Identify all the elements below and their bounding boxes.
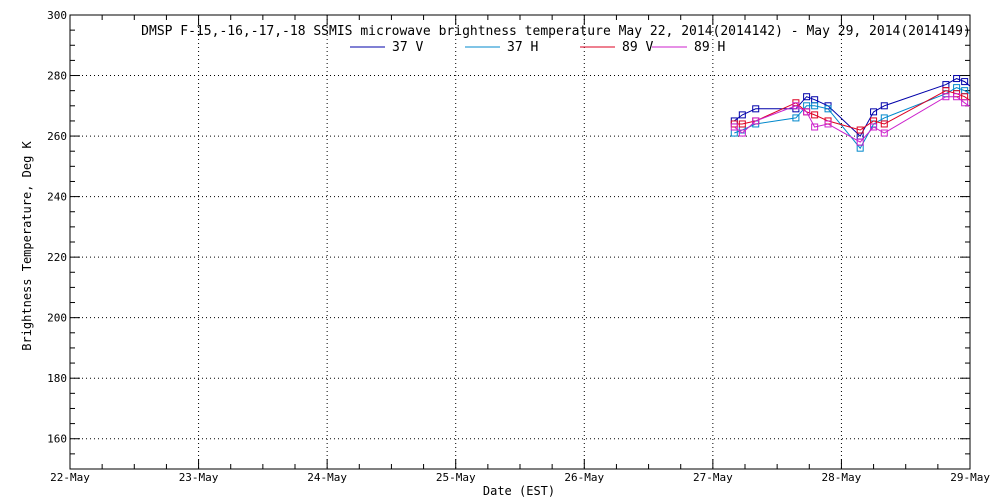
data-point — [803, 93, 811, 101]
data-point — [856, 126, 864, 134]
x-tick-label: 25-May — [436, 471, 476, 484]
plot-frame — [69, 14, 971, 470]
data-point — [870, 108, 878, 116]
data-point — [824, 120, 832, 128]
y-tick-label: 200 — [47, 312, 67, 325]
y-tick-label: 300 — [47, 9, 67, 22]
x-axis-label: Date (EST) — [483, 484, 555, 498]
data-point — [824, 105, 832, 113]
data-point — [730, 129, 738, 137]
data-point — [983, 115, 989, 121]
x-tick-label: 27-May — [693, 471, 733, 484]
legend: 37 V 37 H 89 V 89 H — [350, 40, 725, 55]
data-point — [738, 120, 746, 128]
legend-label: 37 V — [392, 40, 423, 55]
y-tick-label: 240 — [47, 191, 67, 204]
grid-lines — [70, 15, 970, 469]
y-tick-label: 280 — [47, 70, 67, 83]
data-point — [870, 123, 878, 131]
series-line — [733, 96, 970, 143]
data-point — [983, 109, 989, 115]
data-point — [792, 114, 800, 122]
data-point — [880, 129, 888, 137]
data-point — [803, 108, 811, 116]
data-point — [752, 105, 760, 113]
y-axis-label: Brightness Temperature, Deg K — [20, 140, 34, 350]
series-group — [730, 75, 989, 152]
axis-ticks: 160 180 200 220 240 260 280 300 22-May 23-May 24-M… — [47, 9, 990, 484]
data-point — [953, 93, 961, 101]
x-tick-label: 22-May — [50, 471, 90, 484]
data-point — [811, 111, 819, 119]
legend-label: 37 H — [507, 40, 538, 55]
y-tick-label: 160 — [47, 433, 67, 446]
data-point — [730, 123, 738, 131]
y-tick-label: 180 — [47, 372, 67, 385]
legend-label: 89 H — [694, 40, 725, 55]
series-89-v — [730, 87, 989, 134]
y-tick-label: 260 — [47, 130, 67, 143]
data-point — [983, 97, 989, 103]
series-37-h — [730, 84, 989, 152]
data-point — [983, 100, 989, 106]
data-point — [738, 129, 746, 137]
data-point — [811, 123, 819, 131]
data-point — [738, 111, 746, 119]
series-line — [733, 78, 970, 137]
x-tick-label: 29-May — [950, 471, 990, 484]
data-point — [811, 102, 819, 110]
data-point — [792, 102, 800, 110]
data-point — [961, 78, 969, 86]
data-point — [856, 138, 864, 146]
data-point — [942, 93, 950, 101]
chart-title: DMSP F-15,-16,-17,-18 SSMIS microwave br… — [141, 24, 971, 39]
y-tick-label: 220 — [47, 251, 67, 264]
x-tick-label: 23-May — [179, 471, 219, 484]
legend-label: 89 V — [622, 40, 653, 55]
series-line — [734, 87, 970, 150]
series-89-h — [730, 93, 989, 146]
data-point — [752, 117, 760, 125]
data-point — [880, 102, 888, 110]
x-tick-label: 26-May — [564, 471, 604, 484]
data-point — [880, 120, 888, 128]
x-tick-label: 24-May — [307, 471, 347, 484]
x-tick-label: 28-May — [822, 471, 862, 484]
data-point — [961, 99, 969, 107]
data-point — [953, 75, 961, 83]
